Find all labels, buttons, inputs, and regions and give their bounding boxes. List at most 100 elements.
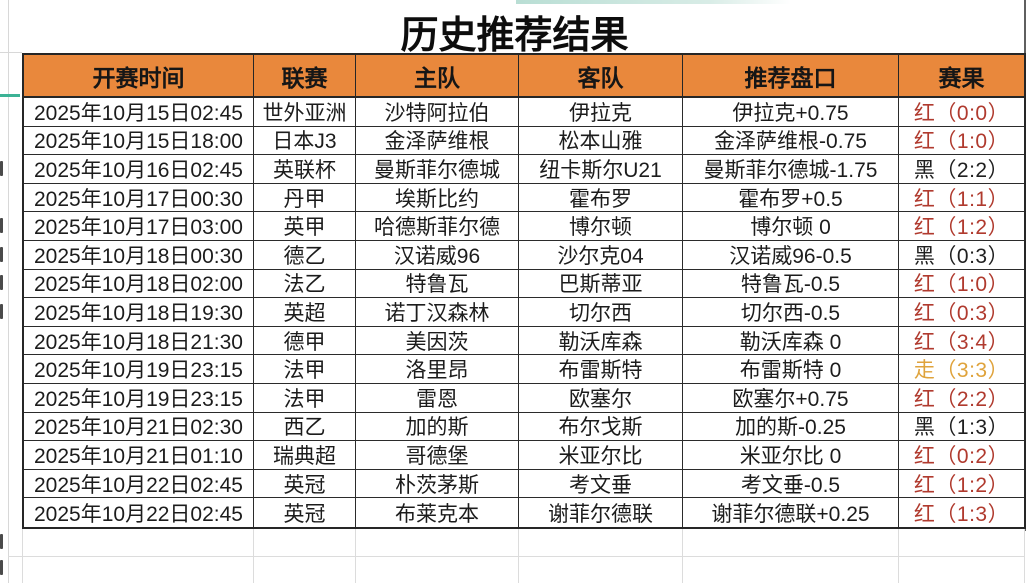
column-header-away[interactable]: 客队 — [519, 55, 683, 96]
cell-away[interactable]: 霍布罗 — [519, 183, 683, 213]
cell-away[interactable]: 考文垂 — [519, 469, 683, 499]
cell-home[interactable]: 朴茨茅斯 — [356, 469, 519, 499]
cell-result[interactable]: 走（3:3） — [899, 355, 1024, 384]
column-header-time[interactable]: 开赛时间 — [24, 55, 254, 96]
cell-result[interactable]: 红（0:3） — [899, 298, 1024, 327]
cell-home[interactable]: 曼斯菲尔德城 — [356, 155, 519, 184]
cell-home[interactable]: 特鲁瓦 — [356, 269, 519, 299]
cell-away[interactable]: 切尔西 — [519, 298, 683, 327]
cell-result[interactable]: 红（1:1） — [899, 183, 1024, 213]
cell-result[interactable]: 红（3:4） — [899, 326, 1024, 356]
cell-result[interactable]: 红（1:0） — [899, 126, 1024, 156]
cell-league[interactable]: 法甲 — [254, 383, 356, 413]
column-header-result[interactable]: 赛果 — [938, 64, 985, 91]
cell-home[interactable]: 哥德堡 — [356, 441, 519, 470]
cell-handicap[interactable]: 特鲁瓦-0.5 — [683, 269, 899, 299]
cell-handicap[interactable]: 伊拉克+0.75 — [683, 98, 899, 127]
result-score: （1:0） — [935, 130, 1010, 154]
cell-home[interactable]: 金泽萨维根 — [356, 126, 519, 156]
cell-handicap[interactable]: 金泽萨维根-0.75 — [683, 126, 899, 156]
cell-league[interactable]: 法乙 — [254, 269, 356, 299]
cell-time[interactable]: 2025年10月16日02:45 — [24, 155, 254, 184]
cell-league[interactable]: 英冠 — [254, 469, 356, 499]
cell-time[interactable]: 2025年10月22日02:45 — [24, 469, 254, 499]
cell-home[interactable]: 加的斯 — [356, 412, 519, 442]
cell-league[interactable]: 世外亚洲 — [254, 98, 356, 127]
cell-time[interactable]: 2025年10月18日02:00 — [24, 269, 254, 299]
cell-league[interactable]: 日本J3 — [254, 126, 356, 156]
cell-away[interactable]: 谢菲尔德联 — [519, 498, 683, 527]
cell-away[interactable]: 沙尔克04 — [519, 240, 683, 270]
cell-result[interactable]: 红（2:2） — [899, 383, 1024, 413]
cell-away[interactable]: 欧塞尔 — [519, 383, 683, 413]
cell-time[interactable]: 2025年10月15日18:00 — [24, 126, 254, 156]
cell-away[interactable]: 布雷斯特 — [519, 355, 683, 384]
cell-home[interactable]: 诺丁汉森林 — [356, 298, 519, 327]
cell-home[interactable]: 布莱克本 — [356, 498, 519, 527]
cell-league[interactable]: 德乙 — [254, 240, 356, 270]
cell-handicap[interactable]: 切尔西-0.5 — [683, 298, 899, 327]
cell-handicap[interactable]: 勒沃库森 0 — [683, 326, 899, 356]
cell-home[interactable]: 汉诺威96 — [356, 240, 519, 270]
cell-away[interactable]: 米亚尔比 — [519, 441, 683, 470]
cell-time[interactable]: 2025年10月18日21:30 — [24, 326, 254, 356]
result-verdict: 红 — [913, 444, 936, 468]
cell-time[interactable]: 2025年10月19日23:15 — [24, 383, 254, 413]
column-header-home[interactable]: 主队 — [356, 55, 519, 96]
cell-league[interactable]: 丹甲 — [254, 183, 356, 213]
cell-away[interactable]: 松本山雅 — [519, 126, 683, 156]
cell-league[interactable]: 西乙 — [254, 412, 356, 442]
cell-result[interactable]: 黑（1:3） — [899, 412, 1024, 442]
cell-handicap[interactable]: 霍布罗+0.5 — [683, 183, 899, 213]
cell-home[interactable]: 雷恩 — [356, 383, 519, 413]
cell-away[interactable]: 布尔戈斯 — [519, 412, 683, 442]
cell-handicap[interactable]: 加的斯-0.25 — [683, 412, 899, 442]
cell-handicap[interactable]: 布雷斯特 0 — [683, 355, 899, 384]
cell-league[interactable]: 法甲 — [254, 355, 356, 384]
cell-handicap[interactable]: 博尔顿 0 — [683, 212, 899, 241]
cell-result[interactable]: 黑（0:3） — [899, 240, 1024, 270]
cell-time[interactable]: 2025年10月15日02:45 — [24, 98, 254, 127]
cell-home[interactable]: 埃斯比约 — [356, 183, 519, 213]
cell-league[interactable]: 英冠 — [254, 498, 356, 527]
cell-result[interactable]: 黑（2:2） — [899, 155, 1024, 184]
cell-away[interactable]: 纽卡斯尔U21 — [519, 155, 683, 184]
cell-time[interactable]: 2025年10月17日03:00 — [24, 212, 254, 241]
cell-handicap[interactable]: 米亚尔比 0 — [683, 441, 899, 470]
cell-away[interactable]: 博尔顿 — [519, 212, 683, 241]
cell-handicap[interactable]: 考文垂-0.5 — [683, 469, 899, 499]
cell-handicap[interactable]: 欧塞尔+0.75 — [683, 383, 899, 413]
cell-away[interactable]: 伊拉克 — [519, 98, 683, 127]
cell-away[interactable]: 巴斯蒂亚 — [519, 269, 683, 299]
cell-time[interactable]: 2025年10月18日19:30 — [24, 298, 254, 327]
cell-handicap[interactable]: 曼斯菲尔德城-1.75 — [683, 155, 899, 184]
cell-home[interactable]: 沙特阿拉伯 — [356, 98, 519, 127]
cell-time[interactable]: 2025年10月19日23:15 — [24, 355, 254, 384]
cell-away[interactable]: 勒沃库森 — [519, 326, 683, 356]
cell-handicap[interactable]: 汉诺威96-0.5 — [683, 240, 899, 270]
cell-time[interactable]: 2025年10月18日00:30 — [24, 240, 254, 270]
cell-handicap[interactable]: 谢菲尔德联+0.25 — [683, 498, 899, 527]
cell-time[interactable]: 2025年10月21日01:10 — [24, 441, 254, 470]
result-verdict: 红 — [913, 273, 936, 297]
cell-league[interactable]: 瑞典超 — [254, 441, 356, 470]
cell-result[interactable]: 红（1:3） — [899, 498, 1024, 527]
cell-result[interactable]: 红（0:2） — [899, 441, 1024, 470]
cell-result[interactable]: 红（1:2） — [899, 212, 1024, 241]
column-header-league[interactable]: 联赛 — [254, 55, 356, 96]
cell-league[interactable]: 英甲 — [254, 212, 356, 241]
cell-result[interactable]: 红（0:0） — [899, 98, 1024, 127]
cell-league[interactable]: 英超 — [254, 298, 356, 327]
column-header-handicap[interactable]: 推荐盘口 — [683, 55, 899, 96]
result-score: （0:2） — [935, 444, 1010, 468]
cell-league[interactable]: 德甲 — [254, 326, 356, 356]
cell-result[interactable]: 红（1:0） — [899, 269, 1024, 299]
cell-home[interactable]: 洛里昂 — [356, 355, 519, 384]
cell-result[interactable]: 红（1:2） — [899, 469, 1024, 499]
cell-time[interactable]: 2025年10月22日02:45 — [24, 498, 254, 527]
cell-home[interactable]: 哈德斯菲尔德 — [356, 212, 519, 241]
cell-time[interactable]: 2025年10月17日00:30 — [24, 183, 254, 213]
cell-league[interactable]: 英联杯 — [254, 155, 356, 184]
cell-time[interactable]: 2025年10月21日02:30 — [24, 412, 254, 442]
cell-home[interactable]: 美因茨 — [356, 326, 519, 356]
